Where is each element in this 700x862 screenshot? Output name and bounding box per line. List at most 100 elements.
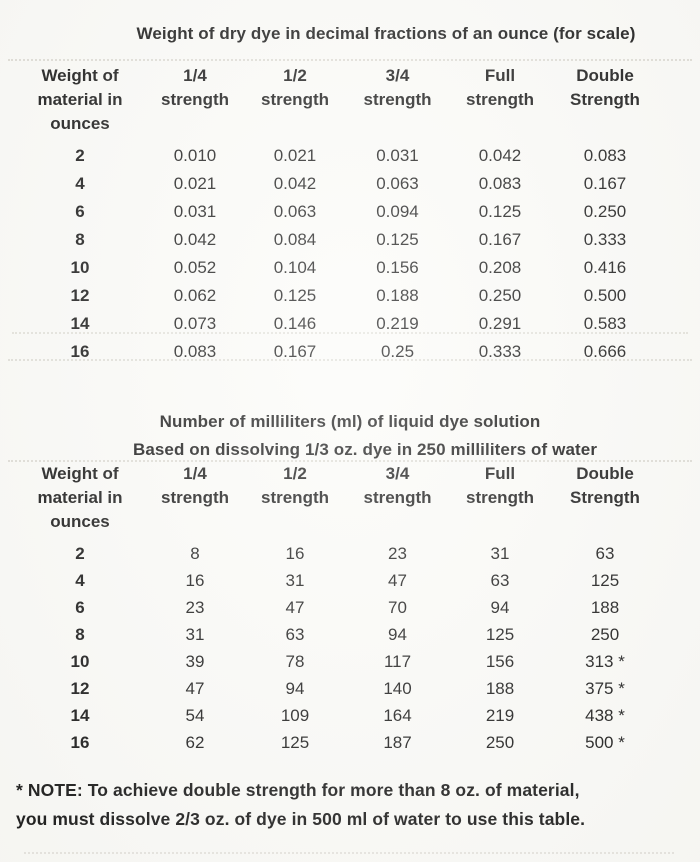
value-cell: 0.250	[478, 286, 522, 305]
value-cell: 500 *	[585, 733, 625, 752]
row-label-cell: 8	[75, 230, 85, 249]
value-cell: 78	[285, 652, 305, 671]
row-label-cell: 2	[75, 544, 85, 563]
value-cell: 23	[185, 598, 205, 617]
value-cell: 23	[388, 544, 407, 563]
row-label-cell: 12	[70, 286, 90, 305]
column-header-line: strength	[466, 90, 534, 109]
value-cell: 0.083	[173, 342, 217, 361]
value-cell: 0.062	[173, 286, 217, 305]
value-cell: 0.188	[376, 286, 419, 305]
column-header: 1/2 strength	[245, 64, 345, 142]
value-cell: 31	[490, 544, 510, 563]
dry-dye-weight-table: Weight of material in ounces 1/4 strength 1/2…	[15, 64, 660, 366]
value-cell: 47	[185, 679, 205, 698]
value-cell: 0.167	[478, 230, 522, 249]
column-header-line: material in	[37, 90, 123, 109]
dry-dye-table-header: Weight of material in ounces 1/4 strength 1/2…	[15, 64, 660, 142]
column-header: 1/4 strength	[145, 64, 245, 142]
column-header: 1/4 strength	[145, 462, 245, 540]
column-header-line: strength	[161, 488, 229, 507]
value-cell: 0.146	[273, 314, 317, 333]
value-cell: 125	[485, 625, 515, 644]
value-cell: 0.583	[583, 314, 627, 333]
table-row: 8 31 63 94 125 250	[15, 621, 660, 648]
table-row: 16 0.083 0.167 0.25 0.333 0.666	[15, 338, 660, 366]
value-cell: 187	[383, 733, 412, 752]
value-cell: 0.156	[376, 258, 419, 277]
value-cell: 94	[490, 598, 510, 617]
value-cell: 313 *	[585, 652, 625, 671]
column-header-line: Double	[576, 66, 634, 85]
column-header-line: strength	[261, 90, 329, 109]
column-header: Weight of material in ounces	[15, 64, 145, 142]
value-cell: 219	[485, 706, 515, 725]
value-cell: 0.125	[273, 286, 317, 305]
row-label-cell: 14	[70, 314, 90, 333]
column-header: Full strength	[450, 462, 550, 540]
value-cell: 31	[285, 571, 305, 590]
row-label-cell: 16	[70, 342, 90, 361]
value-cell: 0.291	[478, 314, 522, 333]
column-header-line: ounces	[50, 512, 110, 531]
row-label-cell: 4	[75, 571, 85, 590]
value-cell: 250	[485, 733, 515, 752]
value-cell: 0.167	[273, 342, 317, 361]
value-cell: 0.063	[376, 174, 419, 193]
value-cell: 0.094	[376, 202, 419, 221]
value-cell: 140	[383, 679, 412, 698]
value-cell: 164	[383, 706, 412, 725]
liquid-dye-table-subtitle: Based on dissolving 1/3 oz. dye in 250 m…	[132, 440, 598, 459]
value-cell: 0.073	[173, 314, 217, 333]
value-cell: 0.333	[583, 230, 627, 249]
liquid-dye-table-body: 2 8 16 23 31 63 4 16 31 47 63 125 6 23 47 70 94 188 8 31 63 9…	[15, 540, 660, 756]
value-cell: 0.333	[478, 342, 522, 361]
table-row: 14 54 109 164 219 438 *	[15, 702, 660, 729]
table-row: 14 0.073 0.146 0.219 0.291 0.583	[15, 310, 660, 338]
row-label-cell: 8	[75, 625, 85, 644]
column-header-line: 1/4	[183, 66, 207, 85]
value-cell: 188	[590, 598, 620, 617]
value-cell: 94	[388, 625, 407, 644]
row-label-cell: 10	[70, 258, 90, 277]
column-header: 3/4 strength	[345, 462, 450, 540]
column-header-line: strength	[466, 488, 534, 507]
column-header: Double Strength	[550, 64, 660, 142]
row-label-cell: 14	[70, 706, 90, 725]
column-header-line: strength	[161, 90, 229, 109]
value-cell: 117	[383, 652, 412, 671]
footnote-line: * NOTE: To achieve double strength for m…	[16, 780, 580, 800]
table-row: 12 47 94 140 188 375 *	[15, 675, 660, 702]
value-cell: 0.250	[583, 202, 627, 221]
value-cell: 0.021	[273, 146, 317, 165]
column-header-line: 1/2	[283, 66, 307, 85]
value-cell: 0.042	[273, 174, 317, 193]
value-cell: 0.416	[583, 258, 627, 277]
table-row: 2 8 16 23 31 63	[15, 540, 660, 567]
value-cell: 31	[185, 625, 205, 644]
value-cell: 0.104	[273, 258, 317, 277]
value-cell: 0.125	[478, 202, 522, 221]
value-cell: 0.031	[376, 146, 419, 165]
value-cell: 0.25	[380, 342, 415, 361]
value-cell: 62	[185, 733, 205, 752]
column-header-line: strength	[261, 488, 329, 507]
column-header-line: 3/4	[385, 66, 410, 85]
value-cell: 70	[388, 598, 407, 617]
value-cell: 54	[185, 706, 205, 725]
column-header-line: Full	[484, 66, 516, 85]
value-cell: 0.208	[478, 258, 522, 277]
value-cell: 63	[285, 625, 305, 644]
value-cell: 0.500	[583, 286, 627, 305]
value-cell: 8	[190, 544, 200, 563]
liquid-dye-ml-table: Weight of material in ounces 1/4 strength 1/2…	[15, 462, 660, 756]
value-cell: 47	[285, 598, 305, 617]
value-cell: 47	[388, 571, 407, 590]
value-cell: 0.063	[273, 202, 317, 221]
column-header: 3/4 strength	[345, 64, 450, 142]
value-cell: 125	[280, 733, 310, 752]
column-header: Full strength	[450, 64, 550, 142]
table-row: 4 16 31 47 63 125	[15, 567, 660, 594]
row-label-cell: 6	[75, 202, 85, 221]
